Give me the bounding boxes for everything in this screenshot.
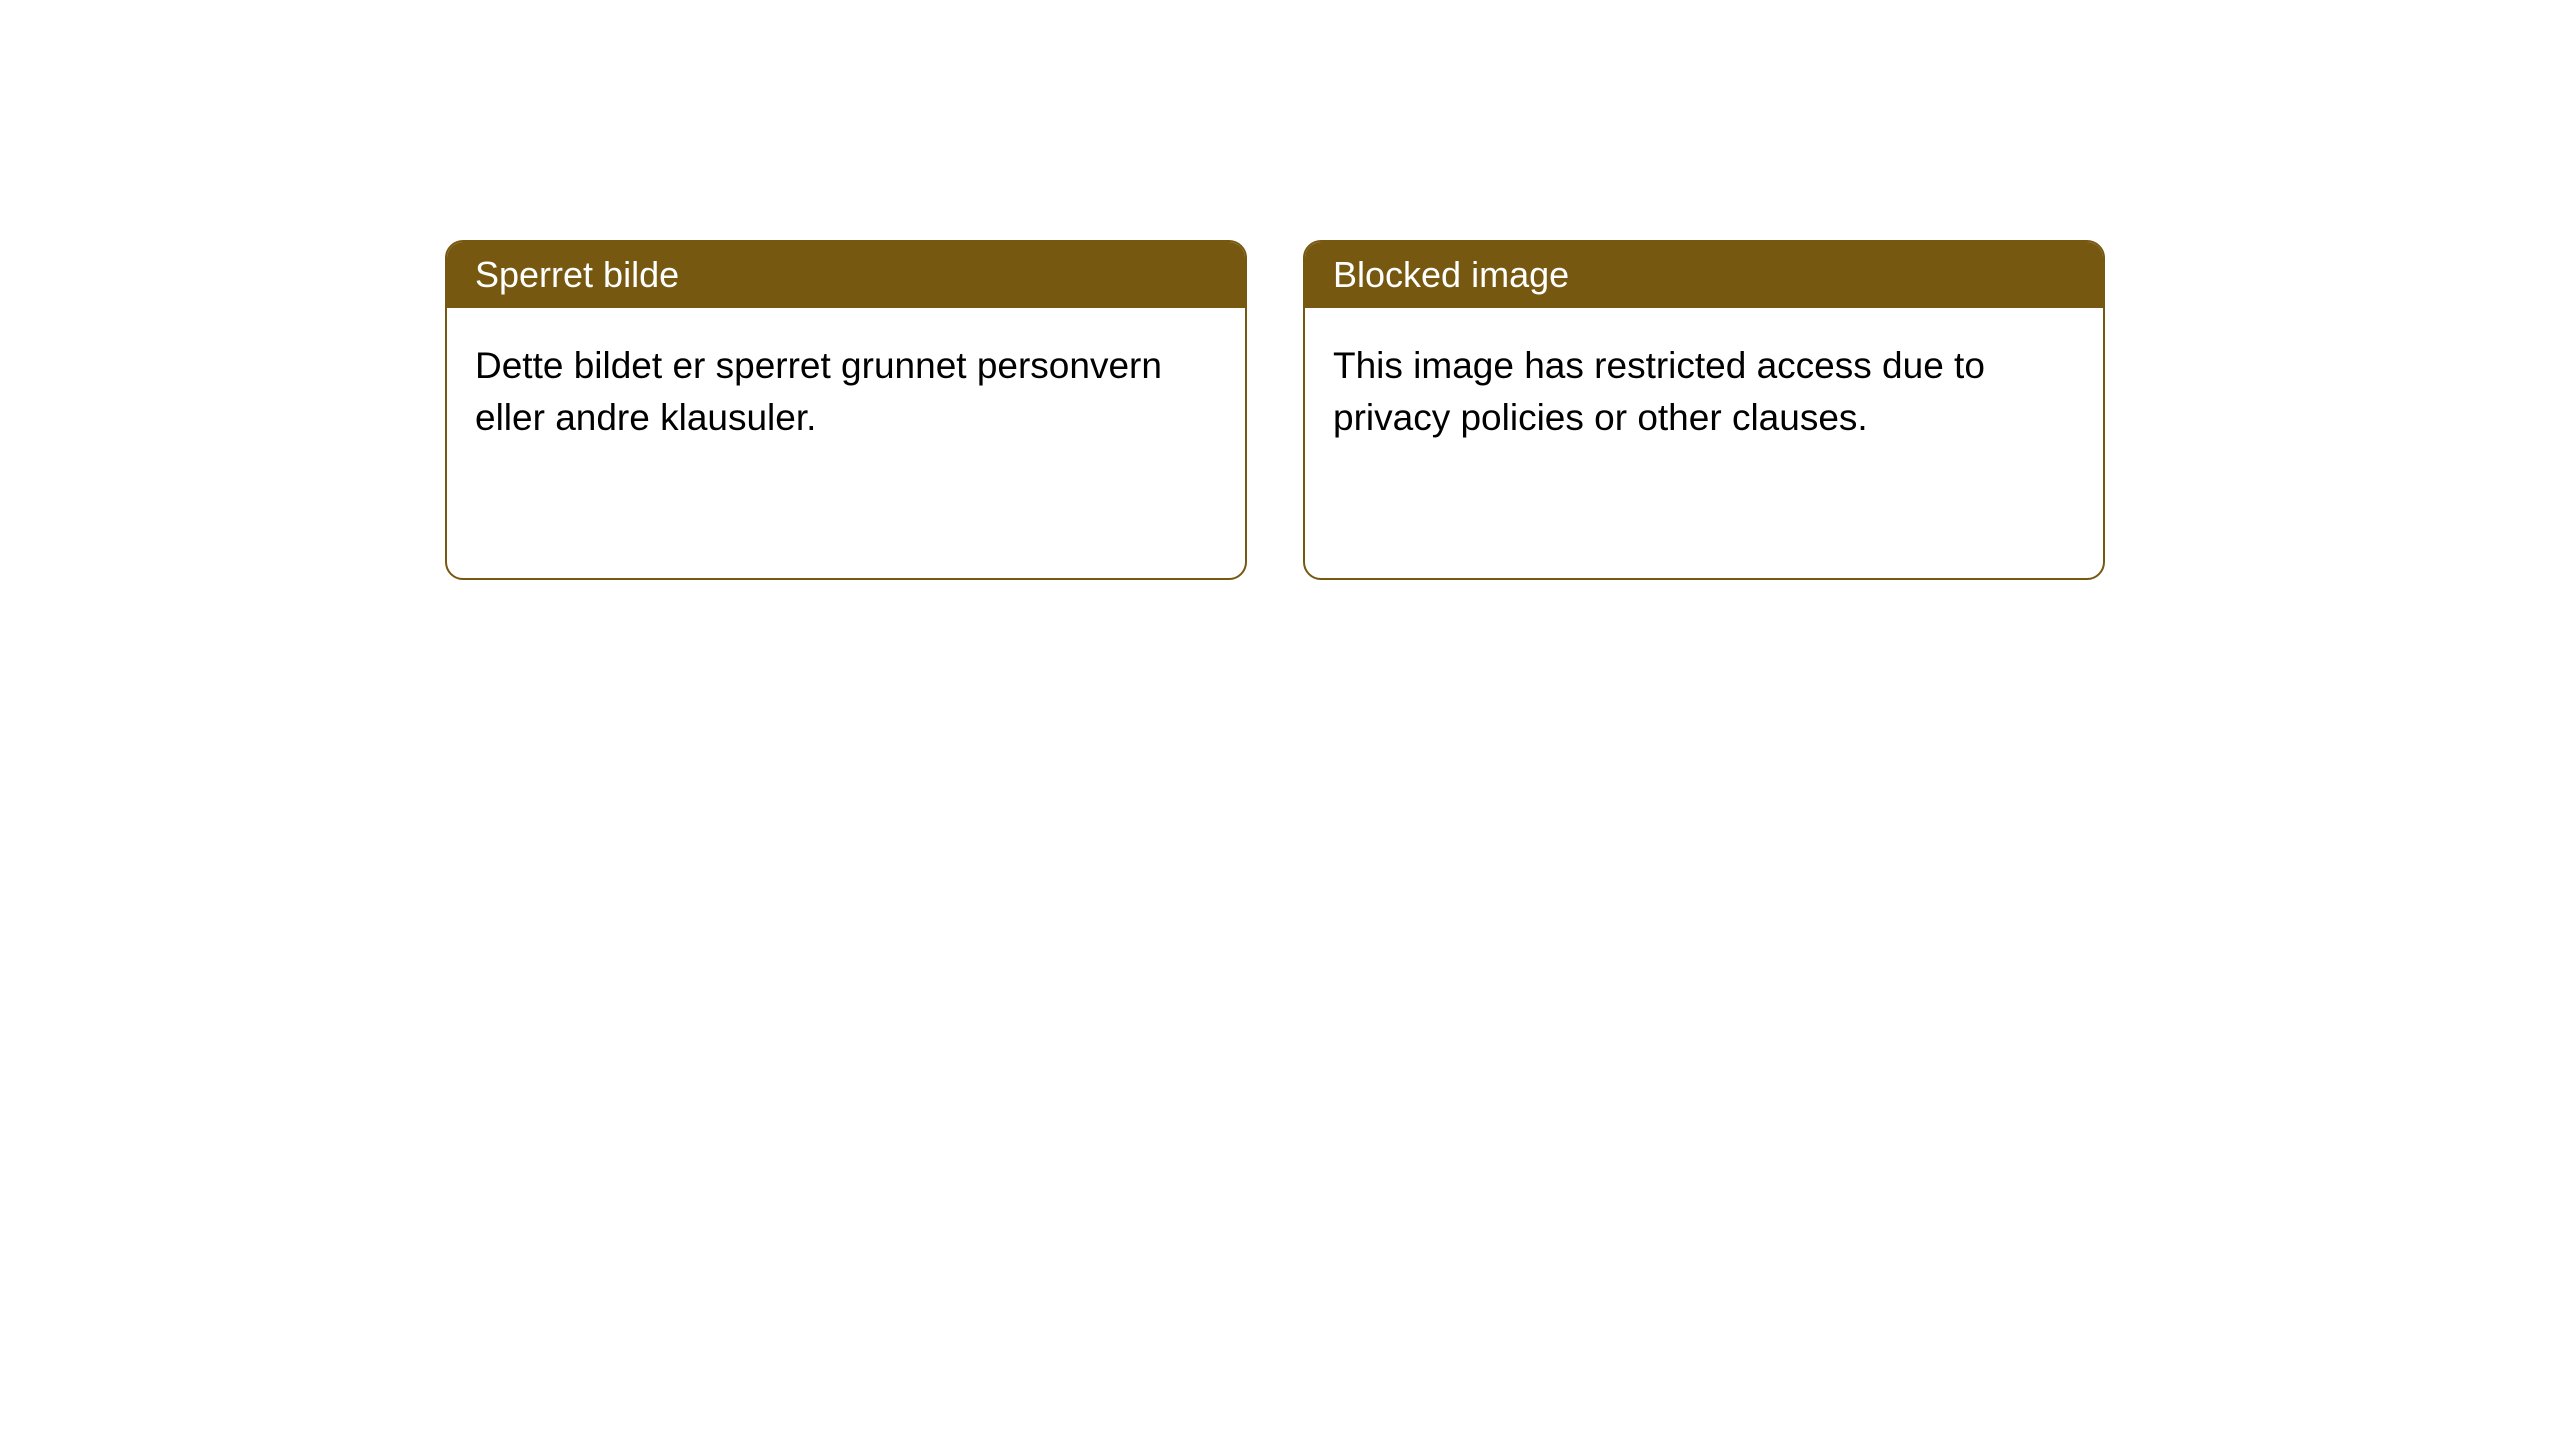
notice-card-body: Dette bildet er sperret grunnet personve… xyxy=(447,308,1245,578)
notice-card-english: Blocked image This image has restricted … xyxy=(1303,240,2105,580)
notice-card-norwegian: Sperret bilde Dette bildet er sperret gr… xyxy=(445,240,1247,580)
notice-card-body: This image has restricted access due to … xyxy=(1305,308,2103,578)
notice-card-title: Sperret bilde xyxy=(447,242,1245,308)
notice-container: Sperret bilde Dette bildet er sperret gr… xyxy=(0,0,2560,580)
notice-card-title: Blocked image xyxy=(1305,242,2103,308)
